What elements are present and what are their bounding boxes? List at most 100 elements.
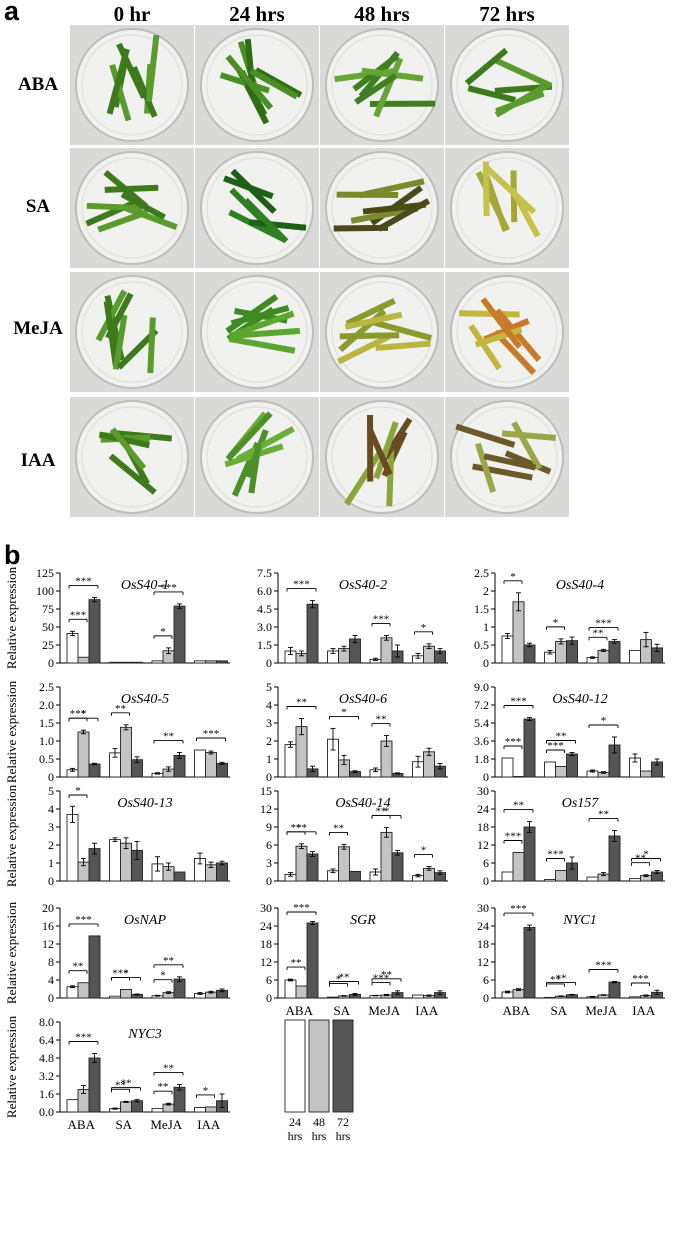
column-header-0hr: 0 hr	[113, 2, 151, 26]
bar	[88, 935, 101, 999]
petri-dish-photo	[70, 397, 194, 517]
y-tick-label: 4.8	[39, 1051, 54, 1065]
significance-marker: **	[593, 627, 604, 639]
row-header-aba: ABA	[17, 74, 59, 95]
bar	[77, 982, 90, 999]
bar	[295, 845, 308, 882]
y-tick-label: 6.4	[39, 1033, 54, 1047]
category-label: MeJA	[368, 1003, 400, 1018]
bar	[629, 878, 641, 882]
y-tick-label: 1.5	[39, 716, 54, 730]
y-tick-label: 3.6	[474, 734, 489, 748]
chart-title: OsS40-1	[121, 578, 169, 593]
y-tick-label: 12	[477, 838, 489, 852]
bar	[131, 661, 143, 664]
y-tick-label: 6	[266, 973, 272, 987]
bar	[501, 871, 514, 882]
chart-title: NYC1	[562, 913, 596, 928]
row-header-sa: SA	[25, 196, 51, 217]
y-tick-label: 12	[477, 955, 489, 969]
significance-marker: ***	[373, 613, 390, 625]
significance-marker: *	[510, 571, 516, 583]
significance-marker: ***	[595, 618, 612, 630]
y-tick-label: 125	[36, 566, 54, 580]
significance-marker: *	[160, 626, 166, 638]
petri-dish-photo	[320, 25, 444, 145]
category-label: SA	[115, 1117, 132, 1132]
y-tick-label: 1.5	[474, 602, 489, 616]
petri-dish-photo	[195, 397, 319, 517]
significance-marker: ***	[632, 973, 649, 985]
y-tick-label: 0	[483, 874, 489, 888]
bar	[109, 839, 121, 882]
y-tick-label: 0.5	[474, 638, 489, 652]
bar	[284, 744, 297, 778]
row-header-iaa: IAA	[20, 450, 56, 471]
significance-marker: **	[121, 1078, 132, 1090]
y-tick-label: 50	[42, 620, 54, 634]
bar	[544, 879, 556, 882]
significance-marker: ***	[75, 1032, 92, 1044]
y-tick-label: 1.6	[39, 1087, 54, 1101]
y-tick-label: 6	[266, 838, 272, 852]
y-tick-label: 8	[48, 955, 54, 969]
chart-title: OsS40-12	[552, 692, 607, 707]
bar	[640, 770, 652, 778]
bar	[629, 996, 641, 999]
significance-marker: **	[598, 809, 609, 821]
petri-dish-photo	[70, 148, 194, 268]
y-tick-label: 0.0	[39, 1105, 54, 1119]
y-tick-label: 4	[266, 698, 272, 712]
y-tick-label: 100	[36, 584, 54, 598]
significance-marker: ***	[547, 849, 564, 861]
bar	[173, 978, 186, 999]
y-tick-label: 2	[48, 838, 54, 852]
significance-marker: **	[115, 703, 126, 715]
significance-marker: *	[81, 708, 87, 720]
y-tick-label: 7.5	[257, 566, 272, 580]
y-axis-label: Relative expression	[4, 784, 19, 887]
significance-marker: **	[296, 822, 307, 834]
y-tick-label: 18	[477, 937, 489, 951]
y-axis-label: Relative expression	[4, 680, 19, 783]
significance-marker: ***	[505, 736, 522, 748]
bar	[512, 776, 525, 778]
petri-dish-photo	[445, 272, 569, 392]
y-tick-label: 16	[42, 919, 54, 933]
y-tick-label: 0	[48, 656, 54, 670]
y-tick-label: 18	[477, 820, 489, 834]
legend-label: 24	[289, 1115, 301, 1129]
y-tick-label: 0	[483, 656, 489, 670]
petri-dish-photo	[320, 272, 444, 392]
bar	[523, 826, 536, 882]
bar	[88, 599, 101, 664]
bar	[120, 661, 132, 664]
bar	[523, 644, 536, 664]
y-tick-label: 4	[48, 973, 54, 987]
y-tick-label: 2.5	[39, 680, 54, 694]
y-tick-label: 2.5	[474, 566, 489, 580]
petri-dish-photo	[195, 25, 319, 145]
legend-label: hrs	[312, 1129, 327, 1143]
y-tick-label: 7.2	[474, 698, 489, 712]
bar	[608, 981, 621, 999]
significance-marker: **	[73, 961, 84, 973]
significance-marker: *	[384, 806, 390, 818]
bar	[216, 862, 228, 882]
bar	[327, 996, 339, 999]
y-tick-label: 3.0	[257, 620, 272, 634]
y-tick-label: 1	[266, 752, 272, 766]
y-tick-label: 3.2	[39, 1069, 54, 1083]
y-tick-label: 9.0	[474, 680, 489, 694]
category-label: ABA	[68, 1117, 96, 1132]
y-tick-label: 2.0	[39, 698, 54, 712]
bar	[173, 871, 186, 882]
y-tick-label: 24	[477, 919, 489, 933]
y-tick-label: 6.0	[257, 584, 272, 598]
significance-marker: ***	[112, 967, 129, 979]
significance-marker: ***	[75, 575, 92, 587]
bar	[194, 660, 206, 664]
petri-dish-photo	[320, 148, 444, 268]
petri-dish-photo	[320, 397, 444, 517]
